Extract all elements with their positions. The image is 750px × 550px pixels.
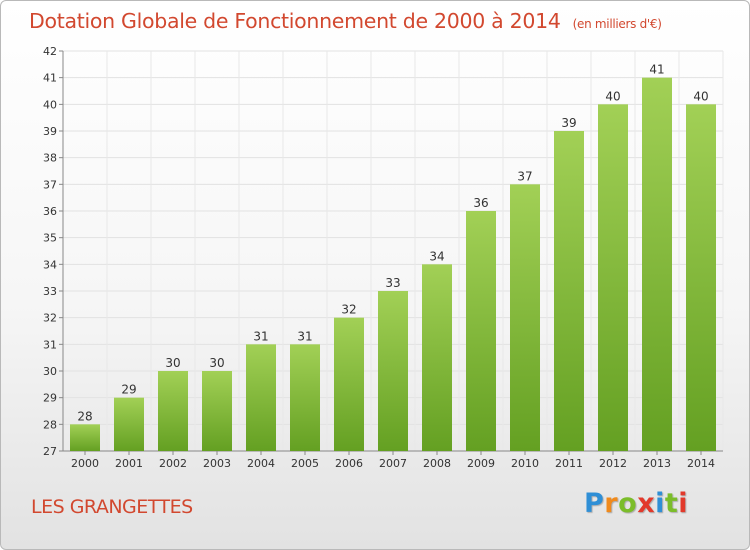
- bar-2006: [334, 317, 364, 451]
- bar-2014: [686, 104, 716, 451]
- y-tick-label: 38: [43, 152, 57, 165]
- value-label-2005: 31: [297, 329, 312, 343]
- logo-letter: o: [618, 488, 638, 519]
- y-tick-label: 28: [43, 418, 57, 431]
- bar-2012: [598, 104, 628, 451]
- unit-note: (en milliers d'€): [572, 17, 662, 31]
- commune-name: LES GRANGETTES: [31, 496, 193, 518]
- logo-letter: x: [637, 488, 656, 519]
- x-tick-label-2005: 2005: [291, 457, 319, 470]
- bar-2011: [554, 131, 584, 451]
- y-tick-label: 42: [43, 45, 57, 58]
- y-tick-label: 39: [43, 125, 57, 138]
- bar-2008: [422, 264, 452, 451]
- x-tick-label-2013: 2013: [643, 457, 671, 470]
- x-tick-label-2004: 2004: [247, 457, 275, 470]
- value-label-2012: 40: [605, 89, 620, 103]
- y-tick-label: 32: [43, 312, 57, 325]
- labels: 27 28 29 30 31 32 33 34 35 36 37 38 39 40 41 42 28 2000 29…: [43, 45, 715, 470]
- value-label-2007: 33: [385, 276, 400, 290]
- value-label-2001: 29: [121, 383, 136, 397]
- x-tick-label-2006: 2006: [335, 457, 363, 470]
- x-tick-label-2014: 2014: [687, 457, 715, 470]
- proxiti-logo: Proxiti: [584, 488, 688, 519]
- y-tick-label: 31: [43, 338, 57, 351]
- bar-2013: [642, 77, 672, 452]
- value-label-2003: 30: [209, 356, 224, 370]
- value-label-2013: 41: [649, 63, 664, 77]
- bar-2001: [114, 397, 144, 451]
- x-tick-label-2008: 2008: [423, 457, 451, 470]
- x-tick-label-2003: 2003: [203, 457, 231, 470]
- logo-letter: i: [655, 488, 665, 519]
- bar-2004: [246, 344, 276, 451]
- logo-letter: r: [604, 488, 619, 519]
- x-tick-label-2010: 2010: [511, 457, 539, 470]
- value-label-2006: 32: [341, 303, 356, 317]
- y-tick-label: 34: [43, 258, 57, 271]
- x-tick-label-2011: 2011: [555, 457, 583, 470]
- chart-title: Dotation Globale de Fonctionnement de 20…: [29, 9, 662, 33]
- x-tick-label-2000: 2000: [71, 457, 99, 470]
- y-tick-label: 40: [43, 98, 57, 111]
- y-tick-label: 30: [43, 365, 57, 378]
- value-label-2014: 40: [693, 89, 708, 103]
- bar-2010: [510, 184, 540, 452]
- y-tick-label: 35: [43, 232, 57, 245]
- x-tick-label-2009: 2009: [467, 457, 495, 470]
- x-tick-label-2007: 2007: [379, 457, 407, 470]
- bar-2003: [202, 371, 232, 451]
- bar-2009: [466, 211, 496, 451]
- bars: [70, 77, 716, 452]
- x-tick-label-2001: 2001: [115, 457, 143, 470]
- value-label-2008: 34: [429, 249, 444, 263]
- x-tick-label-2012: 2012: [599, 457, 627, 470]
- value-label-2002: 30: [165, 356, 180, 370]
- value-label-2004: 31: [253, 329, 268, 343]
- value-label-2009: 36: [473, 196, 488, 210]
- bar-2007: [378, 291, 408, 451]
- logo-letter: t: [664, 488, 679, 519]
- bar-2002: [158, 371, 188, 451]
- y-tick-label: 27: [43, 445, 57, 458]
- logo-letter: i: [678, 488, 689, 519]
- value-label-2011: 39: [561, 116, 576, 130]
- logo-letter: P: [584, 488, 605, 519]
- y-tick-label: 29: [43, 392, 57, 405]
- value-label-2000: 28: [77, 409, 92, 423]
- bar-2005: [290, 344, 320, 451]
- bar-2000: [70, 424, 100, 451]
- y-tick-label: 36: [43, 205, 57, 218]
- chart-title-text: Dotation Globale de Fonctionnement de 20…: [29, 9, 561, 33]
- y-tick-label: 33: [43, 285, 57, 298]
- y-tick-label: 41: [43, 72, 57, 85]
- y-tick-label: 37: [43, 178, 57, 191]
- value-label-2010: 37: [517, 169, 532, 183]
- x-tick-label-2002: 2002: [159, 457, 187, 470]
